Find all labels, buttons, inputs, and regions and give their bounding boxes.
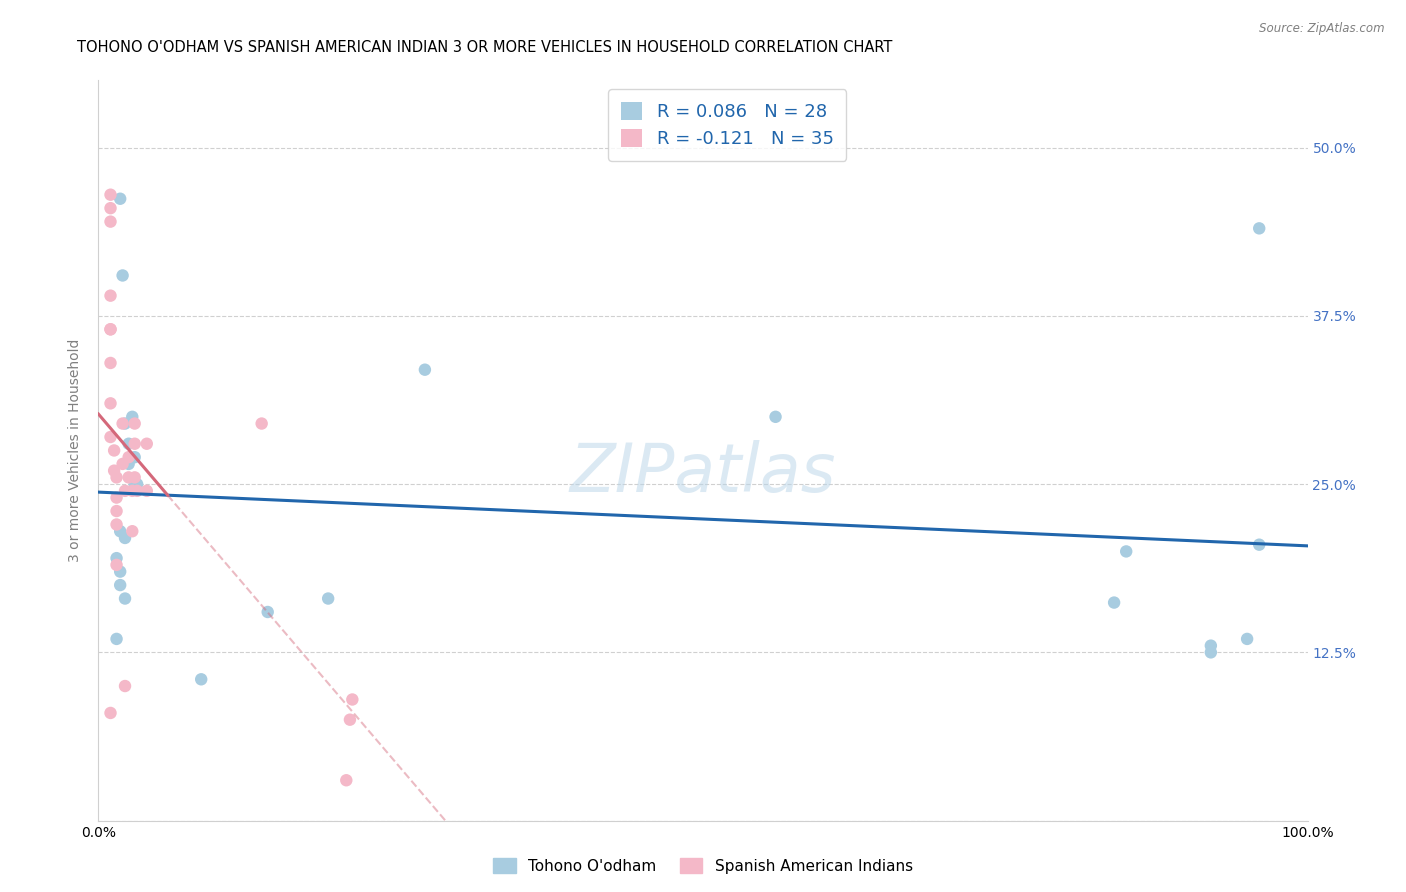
Point: [1199, 645, 1222, 659]
Point: [250, 417, 273, 431]
Point: [413, 362, 436, 376]
Point: [124, 470, 146, 484]
Point: [108, 192, 131, 206]
Point: [124, 436, 146, 450]
Point: [100, 201, 122, 215]
Point: [108, 524, 131, 539]
Point: [111, 417, 134, 431]
Text: TOHONO O'ODHAM VS SPANISH AMERICAN INDIAN 3 OR MORE VEHICLES IN HOUSEHOLD CORREL: TOHONO O'ODHAM VS SPANISH AMERICAN INDIA…: [77, 40, 893, 55]
Point: [1249, 221, 1271, 235]
Point: [135, 483, 157, 498]
Point: [100, 356, 122, 370]
Point: [118, 457, 141, 471]
Point: [127, 483, 149, 498]
Point: [118, 470, 141, 484]
Point: [108, 565, 131, 579]
Point: [190, 673, 212, 687]
Text: Source: ZipAtlas.com: Source: ZipAtlas.com: [1260, 22, 1385, 36]
Point: [316, 591, 339, 606]
Point: [114, 483, 136, 498]
Legend: Tohono O'odham, Spanish American Indians: Tohono O'odham, Spanish American Indians: [486, 852, 920, 880]
Point: [100, 187, 122, 202]
Point: [108, 578, 131, 592]
Point: [118, 436, 141, 450]
Point: [127, 477, 149, 491]
Point: [111, 268, 134, 283]
Point: [100, 214, 122, 228]
Point: [100, 288, 122, 302]
Point: [105, 551, 128, 566]
Point: [1249, 538, 1271, 552]
Point: [342, 692, 364, 706]
Point: [121, 524, 143, 539]
Point: [105, 470, 128, 484]
Point: [1102, 596, 1125, 610]
Point: [114, 531, 136, 545]
Point: [103, 464, 125, 478]
Point: [100, 396, 122, 410]
Point: [124, 450, 146, 465]
Point: [765, 409, 787, 424]
Point: [114, 417, 136, 431]
Legend: R = 0.086   N = 28, R = -0.121   N = 35: R = 0.086 N = 28, R = -0.121 N = 35: [607, 89, 846, 161]
Point: [105, 517, 128, 532]
Point: [118, 450, 141, 465]
Point: [103, 443, 125, 458]
Point: [335, 773, 357, 788]
Point: [100, 706, 122, 720]
Point: [105, 558, 128, 572]
Point: [1199, 639, 1222, 653]
Point: [100, 430, 122, 444]
Point: [114, 591, 136, 606]
Point: [105, 504, 128, 518]
Point: [100, 322, 122, 336]
Point: [114, 679, 136, 693]
Point: [121, 409, 143, 424]
Point: [100, 322, 122, 336]
Point: [124, 477, 146, 491]
Y-axis label: 3 or more Vehicles in Household: 3 or more Vehicles in Household: [69, 339, 83, 562]
Text: ZIPatlas: ZIPatlas: [569, 440, 837, 506]
Point: [105, 491, 128, 505]
Point: [105, 632, 128, 646]
Point: [256, 605, 278, 619]
Point: [121, 483, 143, 498]
Point: [339, 713, 361, 727]
Point: [135, 436, 157, 450]
Point: [124, 417, 146, 431]
Point: [1115, 544, 1137, 558]
Point: [1236, 632, 1258, 646]
Point: [111, 457, 134, 471]
